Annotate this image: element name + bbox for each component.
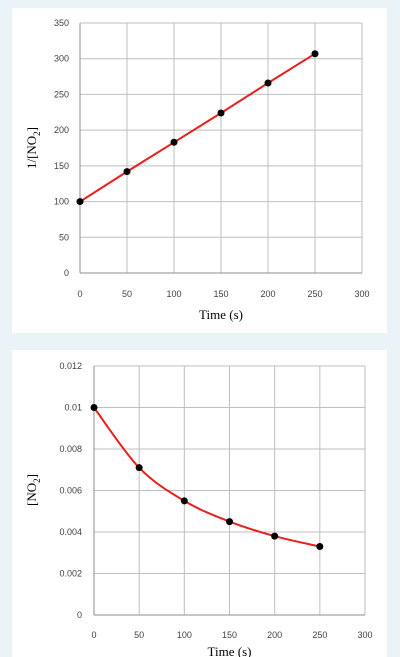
y-axis-title-subscript: 2 (32, 131, 42, 136)
data-point (226, 518, 233, 526)
x-tick-label: 200 (260, 289, 275, 299)
x-tick-label: 50 (134, 630, 144, 640)
data-point (76, 198, 84, 206)
y-tick-label: 0.002 (59, 569, 82, 579)
y-axis-title: [NO2] (24, 474, 42, 506)
x-tick-label: 250 (312, 630, 327, 640)
x-tick-label: 0 (77, 289, 82, 299)
x-axis-title: Time (s) (208, 644, 252, 657)
data-point (135, 464, 143, 472)
y-tick-label: 0.008 (59, 444, 82, 454)
y-axis-title-close: ] (24, 127, 39, 131)
y-tick-label: 0 (77, 610, 82, 620)
x-tick-label: 300 (354, 289, 369, 299)
y-axis-title-main: 1/[NO (24, 136, 39, 169)
chart-panel-inverse-concentration: 0 50 100 150 200 250 300 0 50 100 150 200 250 300 350 T… (12, 8, 387, 333)
x-tick-label: 100 (177, 630, 192, 640)
y-tick-label: 50 (59, 232, 69, 242)
y-tick-label: 350 (54, 18, 69, 28)
chart-panel-concentration: 0 50 100 150 200 250 300 0 0.002 0.004 0.006 0.008 0… (12, 350, 387, 657)
data-point (217, 109, 225, 117)
series-line (93, 406, 321, 548)
gridlines (79, 22, 363, 274)
data-point (90, 404, 98, 411)
x-tick-label: 200 (267, 630, 282, 640)
series-line (79, 52, 316, 203)
y-axis-title-subscript: 2 (32, 478, 42, 483)
x-axis-title: Time (s) (199, 307, 243, 322)
x-tick-label: 150 (213, 289, 228, 299)
x-tick-label: 250 (307, 289, 322, 299)
y-tick-label: 0.006 (59, 486, 82, 496)
y-axis-title: 1/[NO2] (24, 127, 42, 169)
x-tick-label: 50 (122, 289, 132, 299)
y-tick-label: 250 (54, 89, 69, 99)
x-tick-label: 150 (222, 630, 237, 640)
x-tick-label: 0 (91, 630, 96, 640)
data-point (271, 532, 279, 540)
data-point (316, 543, 324, 551)
y-tick-label: 0.01 (64, 403, 82, 413)
x-tick-label: 100 (166, 289, 181, 299)
y-tick-label: 300 (54, 54, 69, 64)
y-tick-label: 150 (54, 161, 69, 171)
y-tick-label: 200 (54, 125, 69, 135)
y-tick-label: 0.004 (59, 527, 82, 537)
gridlines (93, 365, 366, 616)
data-point (170, 138, 178, 146)
y-tick-label: 0 (64, 268, 69, 278)
data-point (311, 50, 319, 58)
chart-inverse-no2-vs-time: 0 50 100 150 200 250 300 0 50 100 150 200 250 300 350 T… (24, 18, 370, 322)
data-point (264, 79, 272, 87)
y-tick-label: 100 (54, 197, 69, 207)
y-tick-label: 0.012 (59, 361, 82, 371)
chart-no2-vs-time: 0 50 100 150 200 250 300 0 0.002 0.004 0.006 0.008 0… (24, 361, 373, 657)
x-tick-label: 300 (357, 630, 372, 640)
y-axis-title-close: ] (24, 474, 39, 478)
y-axis-title-main: [NO (24, 483, 39, 506)
data-point (180, 497, 188, 505)
data-point (123, 168, 131, 176)
